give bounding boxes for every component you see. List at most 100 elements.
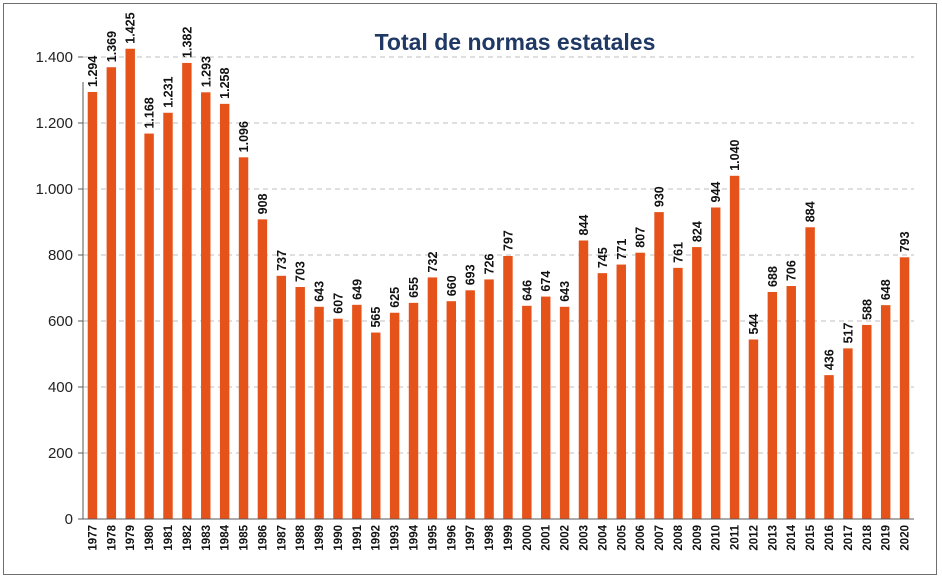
x-tick-label: 2005 (616, 524, 628, 550)
x-tick-label: 2018 (862, 524, 874, 550)
data-label-1978: 1.369 (105, 31, 119, 62)
data-label-1998: 726 (483, 254, 497, 275)
x-tick-label: 1984 (220, 524, 232, 550)
bar-2016 (824, 375, 834, 519)
bar-2002 (559, 306, 570, 519)
x-tick-label: 1988 (295, 524, 307, 550)
y-tick-label: 400 (48, 379, 73, 396)
data-label-1977: 1.294 (86, 56, 100, 87)
bar-2000 (522, 305, 532, 519)
data-label-2011: 1.040 (728, 139, 742, 170)
y-tick-label: 1.200 (35, 115, 73, 132)
y-tick-label: 200 (48, 445, 73, 462)
bar-2018 (862, 324, 872, 519)
data-label-2007: 930 (653, 186, 667, 207)
x-tick-label: 2004 (597, 524, 609, 550)
bar-1997 (465, 290, 475, 519)
x-tick-label: 1985 (239, 524, 251, 550)
data-label-2008: 761 (671, 242, 685, 263)
data-label-1995: 732 (426, 252, 440, 273)
x-tick-label: 1986 (257, 525, 269, 551)
x-tick-label: 2013 (767, 525, 779, 551)
bar-2009 (692, 247, 702, 519)
x-tick-label: 2001 (541, 524, 553, 550)
data-label-2009: 824 (690, 221, 704, 242)
x-tick-label: 2020 (900, 525, 912, 551)
x-tick-label: 2007 (654, 525, 666, 551)
x-tick-label: 2006 (635, 525, 647, 551)
data-label-2000: 646 (520, 280, 534, 301)
data-label-2012: 544 (747, 314, 761, 335)
bar-2006 (635, 252, 645, 519)
data-label-2014: 706 (785, 260, 799, 281)
bar-chart: Total de normas estatales 0 200 400 600 800 1… (35, 12, 914, 551)
bars (87, 48, 910, 520)
data-label-1984: 1.258 (218, 68, 232, 99)
bar-2007 (654, 212, 664, 519)
x-tick-label: 2008 (673, 524, 685, 550)
x-tick-label: 1994 (409, 524, 421, 550)
bar-1985 (238, 157, 249, 519)
data-label-1989: 643 (313, 281, 327, 302)
x-tick-label: 2016 (824, 525, 836, 551)
data-label-1993: 625 (388, 287, 402, 308)
bar-2014 (786, 286, 796, 519)
bar-2015 (805, 227, 815, 519)
bar-1994 (408, 302, 419, 519)
data-label-2002: 643 (558, 281, 572, 302)
data-label-1987: 737 (275, 250, 289, 271)
x-tick-label: 2002 (560, 525, 572, 551)
data-label-2016: 436 (823, 349, 837, 370)
bar-1979 (125, 48, 135, 519)
x-tick-label: 2012 (748, 525, 760, 551)
bar-1991 (352, 304, 362, 519)
bar-1984 (219, 103, 230, 520)
x-tick-label: 1991 (352, 524, 364, 550)
data-label-1996: 660 (445, 275, 459, 296)
x-tick-label: 1989 (314, 525, 326, 551)
bar-1992 (371, 332, 381, 519)
x-tick-label: 1998 (484, 524, 496, 550)
x-tick-label: 2017 (843, 525, 855, 551)
data-label-1991: 649 (350, 279, 364, 300)
data-label-2003: 844 (577, 215, 591, 236)
x-tick-label: 1980 (144, 525, 156, 551)
x-tick-label: 1982 (182, 525, 194, 551)
bar-2004 (597, 273, 608, 519)
bar-2020 (899, 257, 910, 519)
x-tick-label: 1978 (106, 524, 118, 550)
data-label-2019: 648 (879, 279, 893, 300)
data-label-2015: 884 (804, 201, 818, 222)
data-label-1990: 607 (331, 293, 345, 314)
x-tick-label: 2014 (786, 524, 798, 550)
data-label-1999: 797 (501, 230, 515, 251)
x-tick-label: 2011 (730, 524, 742, 550)
y-tick-label: 1.400 (35, 49, 73, 66)
data-label-1979: 1.425 (124, 12, 138, 43)
bar-2012 (748, 339, 759, 519)
bar-1978 (106, 67, 117, 520)
data-label-2001: 674 (539, 271, 553, 292)
x-tick-label: 2010 (711, 525, 723, 551)
data-label-1992: 565 (369, 307, 383, 328)
x-tick-label: 1987 (276, 525, 288, 551)
x-tick-label: 1979 (125, 525, 137, 551)
bar-2001 (540, 296, 551, 519)
x-tick-label: 2015 (805, 524, 817, 550)
x-tick-label: 1997 (465, 525, 477, 551)
bar-1987 (276, 275, 287, 519)
bar-2008 (673, 267, 683, 519)
bar-1986 (257, 219, 268, 520)
data-label-1981: 1.231 (161, 76, 175, 107)
data-label-2005: 771 (615, 239, 629, 260)
bar-2019 (880, 305, 891, 519)
y-tick-label: 800 (48, 247, 73, 264)
bar-2011 (729, 175, 740, 520)
data-label-2004: 745 (596, 247, 610, 268)
data-label-1982: 1.382 (180, 27, 194, 58)
x-tick-label: 2000 (522, 525, 534, 551)
bar-1977 (87, 91, 98, 519)
data-label-1983: 1.293 (199, 56, 213, 87)
data-label-2020: 793 (898, 231, 912, 252)
data-label-2018: 588 (860, 299, 874, 320)
